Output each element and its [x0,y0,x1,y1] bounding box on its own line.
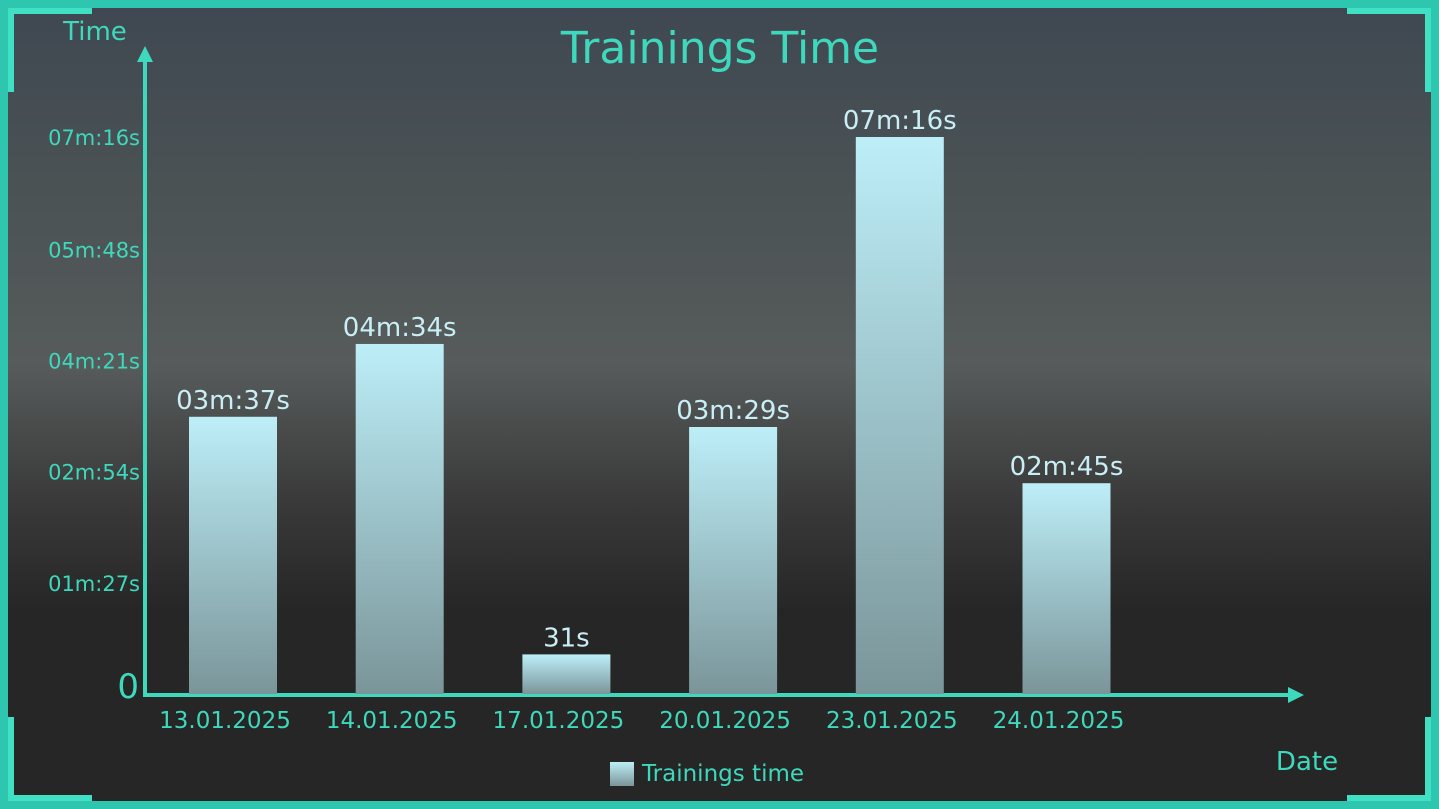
data-label: 04m:34s [343,313,457,343]
y-tick-label: 0 [117,667,139,707]
data-label: 03m:29s [676,396,790,426]
y-tick-label: 01m:27s [48,572,140,596]
legend: Trainings time [610,761,804,787]
x-tick-label: 20.01.2025 [659,708,791,734]
y-tick-label: 04m:21s [48,350,140,374]
x-axis-title: Date [1276,747,1338,777]
x-tick-label: 13.01.2025 [159,708,291,734]
y-tick-label: 07m:16s [48,126,140,150]
frame-corner-top-right [1347,8,1431,14]
x-tick-label: 24.01.2025 [993,708,1125,734]
x-tick-labels: 13.01.2025 14.01.2025 17.01.2025 20.01.2025… [159,708,1124,734]
x-axis-arrow-icon [1288,687,1304,703]
y-axis-title: Time [62,17,127,47]
data-label: 31s [543,623,590,653]
chart-title: Trainings Time [560,23,879,74]
frame-corner-bottom-left [8,795,92,801]
frame-corner-bottom-right-vertical [1425,717,1431,801]
y-axis-arrow-icon [137,46,153,62]
y-tick-labels: 0 01m:27s 02m:54s 04m:21s 05m:48s 07m:16s [48,126,140,707]
frame-corner-bottom-right [1347,795,1431,801]
data-label: 02m:45s [1010,452,1124,482]
x-tick-label: 23.01.2025 [826,708,958,734]
legend-swatch [610,762,634,786]
bar [689,426,778,694]
bar [189,416,277,694]
data-label: 07m:16s [843,106,957,136]
frame-corner-top-left-vertical [8,8,14,92]
legend-label: Trainings time [641,761,804,787]
frame-corner-top-left [8,8,92,14]
frame-corner-bottom-left-vertical [8,717,14,801]
bar [355,343,444,694]
bar [522,654,611,694]
frame-corner-top-right-vertical [1425,8,1431,92]
bar [855,137,944,694]
bar [1022,483,1111,694]
y-tick-label: 02m:54s [48,461,140,485]
y-tick-label: 05m:48s [48,238,140,262]
bars: 03m:37s 04m:34s 31s 03m:29s 07m:16s 02m:45s [176,106,1123,694]
x-tick-label: 14.01.2025 [326,708,458,734]
data-label: 03m:37s [176,386,290,416]
x-tick-label: 17.01.2025 [493,708,625,734]
